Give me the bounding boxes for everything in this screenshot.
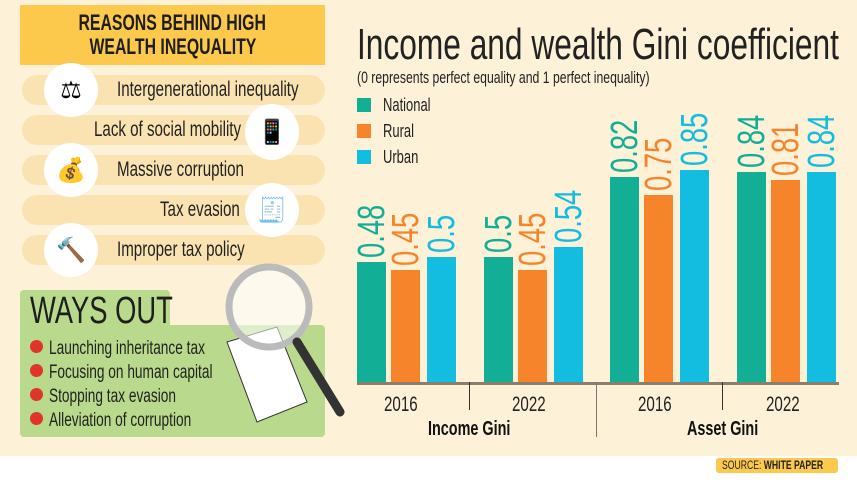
reasons-title-line2: WEALTH INEQUALITY: [89, 34, 256, 59]
data-label: 0.54: [548, 189, 590, 243]
bar-rural: [518, 269, 547, 382]
bribe-money-bag-icon: 💰: [44, 143, 98, 197]
reasons-header: REASONS BEHIND HIGH WEALTH INEQUALITY: [20, 5, 325, 65]
legend-urban: Urban: [357, 148, 432, 166]
reasons-title-line1: REASONS BEHIND HIGH: [78, 10, 267, 35]
ways-out-tab: [20, 290, 170, 330]
bar-national: [357, 262, 386, 382]
x-tick-label: 2022: [512, 393, 546, 416]
phone-community-icon: 📱: [245, 104, 299, 160]
bar-urban: [554, 247, 583, 382]
reason-label: Intergenerational inequality: [117, 78, 299, 101]
data-label: 0.82: [604, 119, 646, 173]
bar-urban: [807, 172, 836, 382]
axis-tick: [722, 382, 723, 410]
data-label: 0.85: [674, 112, 716, 166]
gavel-tax-icon: 🔨: [44, 223, 98, 277]
group-label-income: Income Gini: [428, 418, 511, 440]
ways-out-item: Stopping tax evasion: [30, 386, 225, 408]
bar-national: [737, 172, 766, 382]
magnifying-glass-icon: [225, 263, 345, 423]
ways-out-item: Focusing on human capital: [30, 362, 276, 384]
source-label: SOURCE: WHITE PAPER: [716, 458, 838, 473]
reason-label: Tax evasion: [160, 198, 240, 221]
chart-title: Income and wealth Gini coefficient: [357, 20, 839, 69]
tax-document-icon: 🧾: [245, 183, 299, 237]
x-tick-label: 2022: [766, 393, 800, 416]
legend-national: National: [357, 96, 449, 114]
reason-label: Massive corruption: [117, 158, 244, 181]
data-label: 0.48: [351, 204, 393, 258]
reason-label: Improper tax policy: [117, 238, 245, 261]
scales-people-icon: ⚖: [44, 63, 98, 117]
arrow-bullet-icon: [30, 412, 43, 426]
data-label: 0.5: [478, 214, 520, 253]
legend-swatch: [357, 124, 371, 139]
bar-national: [484, 257, 513, 382]
arrow-bullet-icon: [30, 388, 43, 402]
data-label: 0.5: [421, 214, 463, 253]
data-label: 0.45: [512, 212, 554, 266]
x-axis: [357, 382, 839, 385]
bar-rural: [391, 269, 420, 382]
x-tick-label: 2016: [384, 393, 418, 416]
reason-label: Lack of social mobility: [94, 118, 242, 141]
group-label-asset: Asset Gini: [687, 418, 759, 440]
data-label: 0.75: [638, 137, 680, 191]
chart-subtitle: (0 represents perfect equality and 1 per…: [357, 68, 650, 87]
bar-rural: [771, 179, 800, 382]
legend-rural: Rural: [357, 122, 426, 140]
ways-out-item: Alleviation of corruption: [30, 410, 247, 432]
data-label: 0.45: [385, 212, 427, 266]
bar-rural: [644, 194, 673, 382]
data-label: 0.84: [801, 114, 843, 168]
ways-out-title: WAYS OUT: [30, 290, 173, 332]
data-label: 0.81: [765, 122, 807, 176]
bar-national: [610, 177, 639, 382]
ways-out-item: Launching inheritance tax: [30, 338, 266, 360]
x-tick-label: 2016: [638, 393, 672, 416]
arrow-bullet-icon: [30, 364, 43, 378]
bar-urban: [680, 169, 709, 382]
legend-swatch: [357, 98, 371, 113]
legend-swatch: [357, 150, 371, 165]
group-divider: [596, 382, 597, 437]
bar-urban: [427, 257, 456, 382]
data-label: 0.84: [731, 114, 773, 168]
axis-tick: [469, 382, 470, 410]
arrow-bullet-icon: [30, 340, 43, 354]
